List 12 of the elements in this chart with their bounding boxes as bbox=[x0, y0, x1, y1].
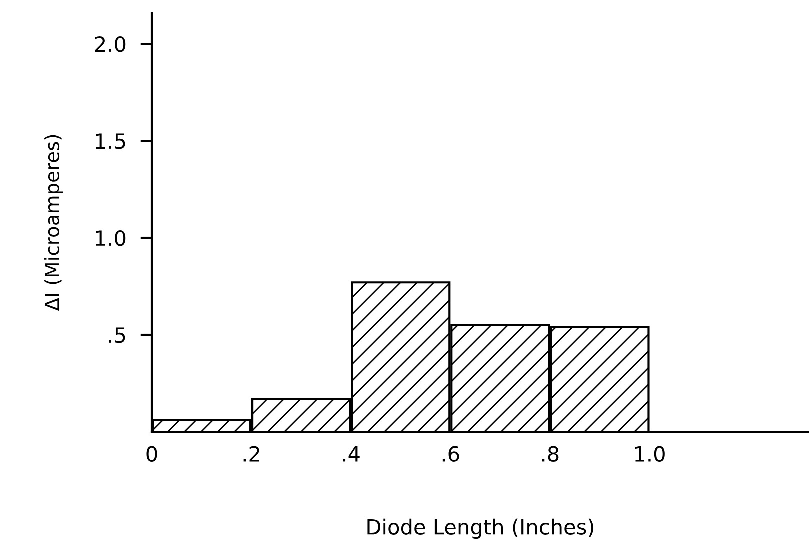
y-tick-label: 2.0 bbox=[95, 36, 126, 52]
y-tick-label: .5 bbox=[109, 328, 126, 344]
x-tick-label: .6 bbox=[442, 446, 460, 462]
x-tick-label: .4 bbox=[343, 446, 360, 462]
y-tick-label: 1.5 bbox=[96, 134, 126, 150]
x-axis-title: Diode Length (Inches) bbox=[368, 518, 594, 539]
x-tick-label: .8 bbox=[542, 446, 559, 462]
y-tick-label: 1.0 bbox=[96, 230, 126, 246]
x-tick-label: 1.0 bbox=[635, 446, 665, 462]
x-tick-label: 0 bbox=[146, 446, 158, 462]
x-tick-label: .2 bbox=[244, 446, 260, 462]
y-axis-title: ΔI (Microamperes) bbox=[44, 135, 64, 312]
